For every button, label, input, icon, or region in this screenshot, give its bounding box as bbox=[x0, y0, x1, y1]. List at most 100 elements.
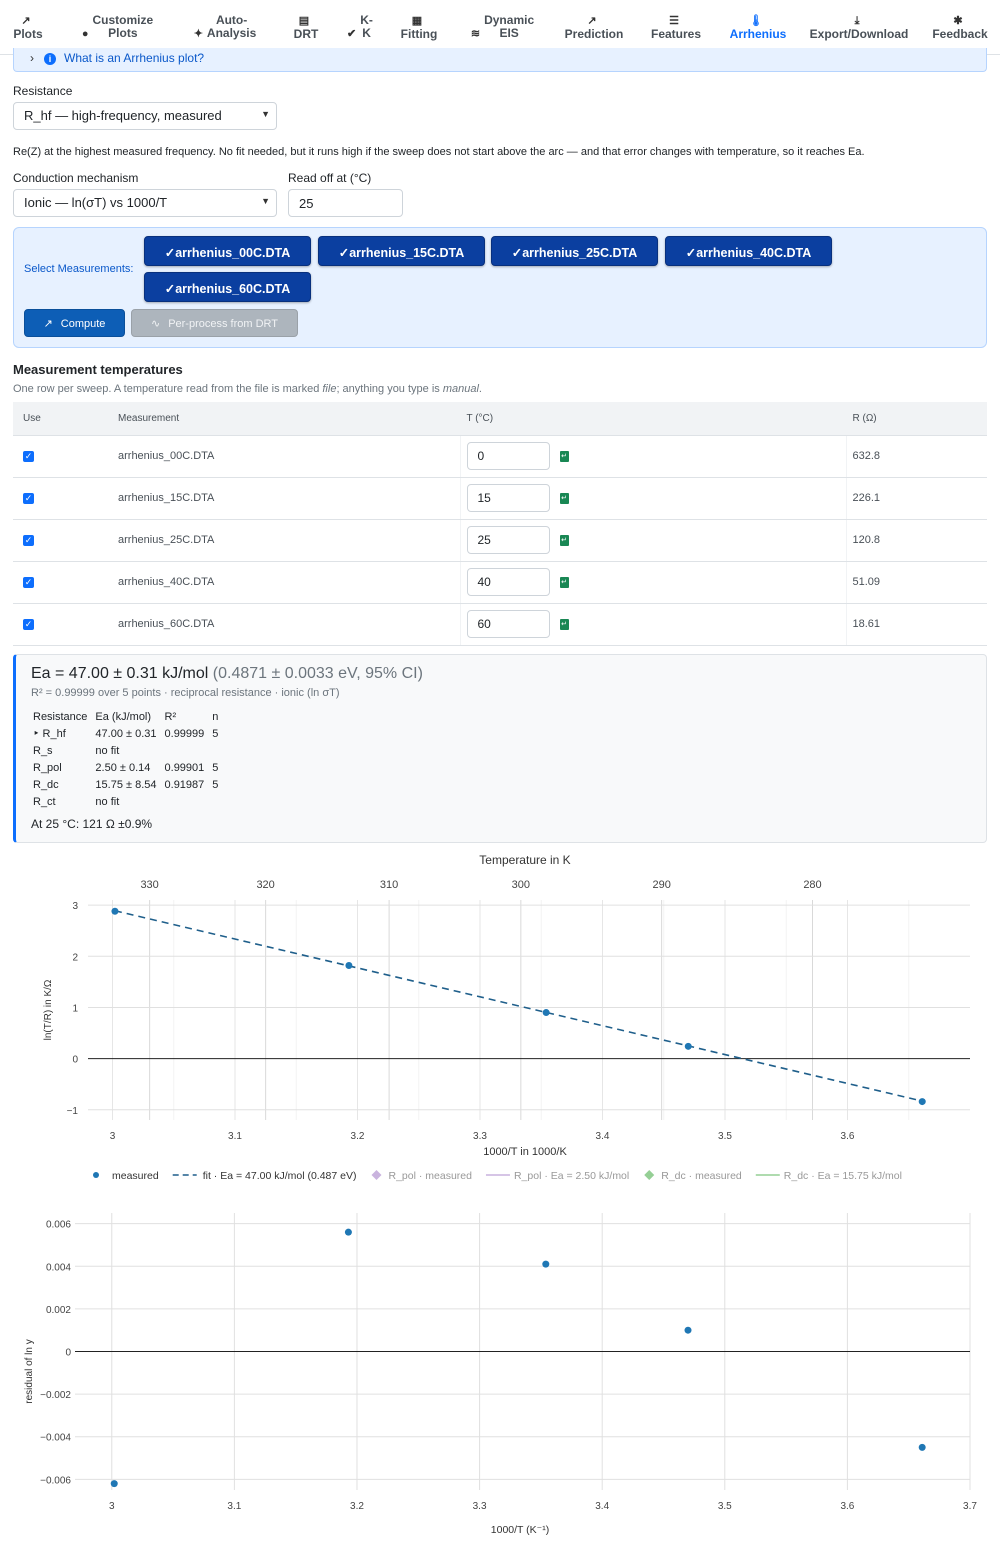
top-tick-label: 300 bbox=[512, 879, 530, 891]
measurement-chip[interactable]: ✓arrhenius_00C.DTA bbox=[144, 236, 311, 266]
temperature-input[interactable]: 60 bbox=[466, 610, 550, 638]
y-tick-label: 0 bbox=[72, 1055, 78, 1066]
compute-button-label: Compute bbox=[60, 318, 106, 330]
calculator-icon: ▦ bbox=[411, 15, 423, 27]
list-icon: ☰ bbox=[669, 15, 679, 27]
resistance-select-value: R_hf — high-frequency, measured bbox=[24, 108, 222, 123]
magic-wand-icon: ✦ bbox=[193, 28, 203, 40]
info-icon: i bbox=[44, 53, 56, 65]
y-axis-label: ln(T/R) in K/Ω bbox=[43, 979, 54, 1040]
x-axis-label: 1000/T in 1000/K bbox=[483, 1146, 567, 1158]
chart-line-icon: ↗ bbox=[43, 318, 53, 330]
nav-tab-label: Customize Plots bbox=[92, 13, 154, 40]
nav-tab-customizeplots[interactable]: ●Customize Plots bbox=[70, 0, 165, 55]
measurement-chip[interactable]: ✓arrhenius_25C.DTA bbox=[491, 236, 658, 266]
legend-marker bbox=[93, 1172, 99, 1178]
table-row: ✓ arrhenius_40C.DTA 40 ↵ 51.09 bbox=[13, 561, 987, 604]
nav-tab-label: Export/Download bbox=[809, 27, 909, 41]
temperature-input[interactable]: 0 bbox=[466, 442, 550, 470]
preprocess-drt-button[interactable]: ∿ Per-process from DRT bbox=[131, 309, 298, 337]
resistance-fit-table: Resistance Ea (kJ/mol) R² n ‣ R_hf 47.00 … bbox=[29, 708, 222, 810]
mechanism-select-value: Ionic — ln(σT) vs 1000/T bbox=[24, 195, 168, 210]
chevron-down-icon: ▼ bbox=[261, 109, 270, 119]
x-tick-label: 3.3 bbox=[473, 1501, 487, 1512]
nav-tab-dynamiceis[interactable]: ≋Dynamic EIS bbox=[455, 0, 550, 55]
nav-tab-arrhenius[interactable]: 🌡 Arrhenius bbox=[718, 0, 798, 55]
file-source-icon: ↵ bbox=[559, 534, 569, 546]
chevron-right-icon: › bbox=[30, 51, 34, 65]
x-tick-label: 3.5 bbox=[718, 1131, 732, 1142]
nav-tab-feedback[interactable]: ✱ Feedback bbox=[920, 0, 1000, 55]
table-row: ✓ arrhenius_25C.DTA 25 ↵ 120.8 bbox=[13, 519, 987, 562]
nav-tab-features[interactable]: ☰ Features bbox=[640, 0, 712, 55]
y-tick-label: −0.006 bbox=[40, 1475, 71, 1486]
nav-tab-export-download[interactable]: ⤓ Export/Download bbox=[800, 0, 918, 55]
data-point bbox=[345, 961, 353, 969]
resistance-value: 632.8 bbox=[846, 435, 987, 478]
legend-marker bbox=[371, 1170, 382, 1180]
use-checkbox[interactable]: ✓ bbox=[23, 535, 34, 546]
data-point bbox=[918, 1443, 926, 1451]
data-point bbox=[684, 1326, 692, 1334]
fit-summary: R² = 0.99999 over 5 points · reciprocal … bbox=[31, 687, 340, 699]
nav-tab-auto-analysis[interactable]: ✦Auto- Analysis bbox=[175, 0, 275, 55]
column-header: Resistance bbox=[33, 710, 88, 723]
table-row: R_dc 15.75 ± 8.54 0.91987 5 bbox=[33, 778, 219, 791]
residual-plot[interactable]: 3 3.1 3.2 3.3 3.4 3.5 3.6 3.7 −0.006 −0.004 −0.002… bbox=[0, 1205, 1000, 1545]
y-tick-label: 0 bbox=[65, 1348, 71, 1359]
y-tick-label: 0.002 bbox=[46, 1305, 71, 1316]
read-off-result: At 25 °C: 121 Ω ±0.9% bbox=[31, 817, 153, 831]
thermometer-icon: 🌡 bbox=[749, 15, 763, 27]
compute-button[interactable]: ↗ Compute bbox=[24, 309, 125, 337]
use-checkbox[interactable]: ✓ bbox=[23, 619, 34, 630]
use-checkbox[interactable]: ✓ bbox=[23, 451, 34, 462]
data-point bbox=[344, 1228, 352, 1236]
preprocess-button-label: Per-process from DRT bbox=[168, 318, 279, 330]
x-tick-label: 3.1 bbox=[228, 1131, 242, 1142]
nav-tab-k-k[interactable]: ✔K- K bbox=[335, 0, 385, 55]
resistance-value: 51.09 bbox=[846, 561, 987, 604]
arrhenius-help-toggle[interactable]: › i What is an Arrhenius plot? bbox=[13, 48, 987, 72]
nav-tab-label: Auto- Analysis bbox=[206, 13, 257, 40]
resistance-select[interactable]: R_hf — high-frequency, measured ▼ bbox=[13, 102, 277, 130]
temperature-input[interactable]: 40 bbox=[466, 568, 550, 596]
arrhenius-plot[interactable]: 330 320 310 300 290 280 −1 0 1 2 3 3 3.1 3.2 3.3 3.4 3.5… bbox=[0, 848, 1000, 1200]
y-tick-label: 0.006 bbox=[46, 1220, 71, 1231]
download-icon: ⤓ bbox=[854, 15, 860, 27]
data-point bbox=[110, 1480, 118, 1488]
measurement-chip[interactable]: ✓arrhenius_40C.DTA bbox=[665, 236, 832, 266]
resistance-value: 18.61 bbox=[846, 603, 987, 646]
use-checkbox[interactable]: ✓ bbox=[23, 493, 34, 504]
x-tick-label: 3.7 bbox=[963, 1501, 977, 1512]
column-header: R² bbox=[164, 710, 177, 723]
read-off-temperature-input[interactable]: 25 bbox=[288, 189, 403, 217]
data-point bbox=[111, 907, 119, 915]
nav-tab-label: Arrhenius bbox=[729, 27, 787, 41]
measurements-panel: Select Measurements: ✓arrhenius_00C.DTA … bbox=[13, 227, 987, 348]
temperature-input[interactable]: 15 bbox=[466, 484, 550, 512]
nav-tab-fitting[interactable]: ▦ Fitting bbox=[385, 0, 453, 55]
nav-tab-plots[interactable]: ↗ Plots bbox=[0, 0, 56, 55]
legend-label: R_dc · measured bbox=[661, 1170, 742, 1182]
table-row: R_pol 2.50 ± 0.14 0.99901 5 bbox=[33, 761, 219, 774]
mechanism-select[interactable]: Ionic — ln(σT) vs 1000/T ▼ bbox=[13, 189, 277, 217]
chevron-down-icon: ▼ bbox=[261, 196, 270, 206]
measurement-chip[interactable]: ✓arrhenius_15C.DTA bbox=[318, 236, 485, 266]
chart-line-icon: ↗ bbox=[587, 15, 597, 27]
nav-tab-label: Features bbox=[650, 27, 702, 41]
nav-tab-drt[interactable]: ▤ DRT bbox=[275, 0, 337, 55]
measurement-name: arrhenius_00C.DTA bbox=[108, 435, 461, 478]
use-checkbox[interactable]: ✓ bbox=[23, 577, 34, 588]
data-point bbox=[918, 1098, 926, 1106]
temperature-input[interactable]: 25 bbox=[466, 526, 550, 554]
layers-icon: ≋ bbox=[470, 28, 481, 40]
x-tick-label: 3.4 bbox=[595, 1501, 609, 1512]
measurement-chip[interactable]: ✓arrhenius_60C.DTA bbox=[144, 272, 311, 302]
x-tick-label: 3.1 bbox=[227, 1501, 241, 1512]
column-header: Use bbox=[13, 402, 108, 436]
nav-tab-prediction[interactable]: ↗ Prediction bbox=[550, 0, 638, 55]
legend-label: R_pol · Ea = 2.50 kJ/mol bbox=[514, 1170, 629, 1182]
column-header: R (Ω) bbox=[846, 402, 987, 436]
column-header: Ea (kJ/mol) bbox=[95, 710, 152, 723]
table-row: ✓ arrhenius_00C.DTA 0 ↵ 632.8 bbox=[13, 435, 987, 478]
